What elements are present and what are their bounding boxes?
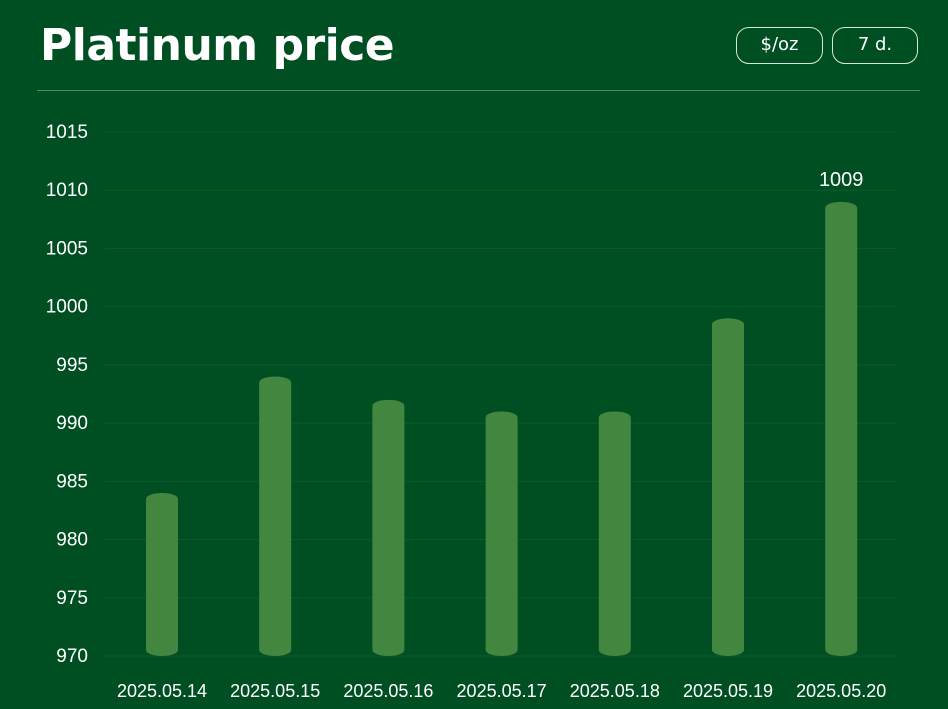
bar	[372, 399, 405, 656]
range-selector-button[interactable]: 7 d.	[832, 27, 918, 64]
x-tick-label: 2025.05.19	[683, 681, 773, 701]
x-tick-label: 2025.05.20	[796, 681, 886, 701]
header-divider	[37, 90, 920, 91]
bar	[485, 411, 518, 656]
y-tick-label: 1015	[46, 122, 88, 143]
y-tick-label: 1005	[46, 238, 88, 259]
bar	[712, 318, 744, 656]
y-tick-label: 980	[56, 530, 88, 551]
x-tick-label: 2025.05.14	[117, 681, 207, 701]
y-tick-label: 1000	[46, 297, 88, 318]
page-title: Platinum price	[40, 20, 395, 71]
bar	[146, 492, 178, 656]
y-tick-label: 975	[56, 588, 88, 609]
y-tick-label: 970	[56, 646, 88, 667]
data-label: 1009	[819, 169, 864, 191]
unit-selector-button[interactable]: $/oz	[736, 27, 823, 64]
bar	[598, 411, 631, 656]
x-tick-label: 2025.05.18	[570, 681, 660, 701]
bar	[259, 376, 292, 656]
y-tick-label: 1010	[46, 180, 88, 201]
x-tick-label: 2025.05.15	[230, 681, 320, 701]
x-tick-label: 2025.05.17	[457, 681, 547, 701]
y-tick-label: 995	[56, 355, 88, 376]
y-tick-label: 985	[56, 471, 88, 492]
y-tick-label: 990	[56, 413, 88, 434]
x-tick-label: 2025.05.16	[343, 681, 433, 701]
bar	[825, 201, 858, 656]
